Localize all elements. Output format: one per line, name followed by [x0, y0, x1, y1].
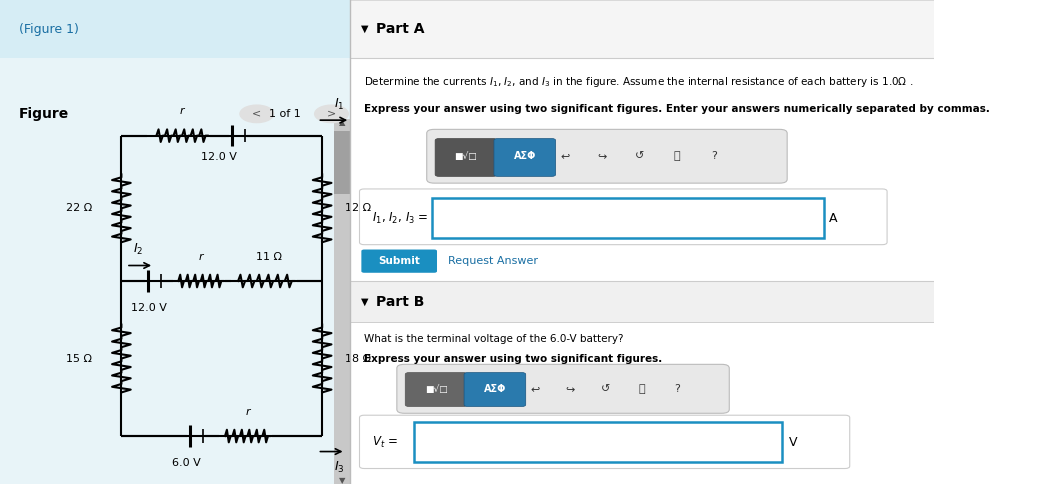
Text: (Figure 1): (Figure 1): [19, 22, 78, 35]
Text: 22 Ω: 22 Ω: [67, 203, 92, 213]
Text: A: A: [829, 211, 838, 225]
Text: 1 of 1: 1 of 1: [269, 109, 301, 119]
Text: ↩: ↩: [560, 152, 570, 161]
Text: 18 Ω: 18 Ω: [344, 353, 371, 364]
Text: ↺: ↺: [635, 152, 644, 161]
Text: Request Answer: Request Answer: [448, 256, 538, 266]
Text: 12 Ω: 12 Ω: [344, 203, 371, 213]
Text: Figure: Figure: [19, 107, 69, 121]
Circle shape: [315, 105, 348, 122]
Text: ?: ?: [674, 384, 680, 394]
FancyBboxPatch shape: [397, 364, 730, 413]
Text: ▼: ▼: [339, 476, 345, 485]
FancyBboxPatch shape: [361, 249, 437, 273]
Text: ↪: ↪: [566, 384, 575, 394]
Text: 11 Ω: 11 Ω: [256, 252, 282, 262]
Text: ?: ?: [712, 152, 717, 161]
Text: r: r: [245, 407, 250, 417]
Text: Part A: Part A: [376, 22, 425, 36]
FancyBboxPatch shape: [464, 373, 525, 406]
Text: ↩: ↩: [531, 384, 540, 394]
Text: ↪: ↪: [597, 152, 607, 161]
Text: 6.0 V: 6.0 V: [173, 458, 201, 468]
Text: 15 Ω: 15 Ω: [67, 353, 92, 364]
Text: <: <: [252, 109, 262, 119]
Text: 12.0 V: 12.0 V: [201, 153, 237, 162]
Text: Express your answer using two significant figures.: Express your answer using two significan…: [364, 354, 663, 364]
FancyBboxPatch shape: [359, 415, 849, 469]
Text: ⎕: ⎕: [674, 152, 680, 161]
FancyBboxPatch shape: [335, 131, 351, 194]
Text: AΣΦ: AΣΦ: [484, 384, 506, 394]
FancyBboxPatch shape: [0, 0, 351, 485]
FancyBboxPatch shape: [435, 139, 497, 176]
Text: $I_3$: $I_3$: [334, 460, 344, 475]
Text: What is the terminal voltage of the 6.0-V battery?: What is the terminal voltage of the 6.0-…: [364, 334, 624, 344]
Text: ▲: ▲: [339, 118, 345, 126]
Text: $I_1$, $I_2$, $I_3$ =: $I_1$, $I_2$, $I_3$ =: [372, 210, 428, 226]
Text: >: >: [327, 109, 336, 119]
Text: 12.0 V: 12.0 V: [131, 303, 167, 312]
Text: ■√□: ■√□: [454, 152, 478, 161]
FancyBboxPatch shape: [335, 119, 351, 485]
FancyBboxPatch shape: [406, 373, 467, 406]
Text: $V_t$ =: $V_t$ =: [372, 435, 397, 450]
Text: r: r: [180, 106, 184, 117]
Text: ■√□: ■√□: [425, 384, 448, 394]
FancyBboxPatch shape: [351, 0, 934, 485]
Text: Determine the currents $I_1$, $I_2$, and $I_3$ in the figure. Assume the interna: Determine the currents $I_1$, $I_2$, and…: [364, 75, 914, 89]
FancyBboxPatch shape: [0, 0, 351, 58]
Text: V: V: [789, 436, 797, 449]
FancyBboxPatch shape: [351, 281, 934, 322]
Circle shape: [240, 105, 273, 122]
Text: ▼: ▼: [361, 24, 369, 34]
FancyBboxPatch shape: [359, 189, 887, 244]
Text: ↺: ↺: [602, 384, 611, 394]
Text: ⎕: ⎕: [639, 384, 645, 394]
FancyBboxPatch shape: [427, 129, 787, 183]
Text: AΣΦ: AΣΦ: [514, 152, 536, 161]
Text: $I_2$: $I_2$: [133, 242, 143, 257]
Text: $I_1$: $I_1$: [334, 97, 344, 112]
Text: Part B: Part B: [376, 295, 425, 309]
Text: Submit: Submit: [378, 256, 420, 266]
Text: Express your answer using two significant figures. Enter your answers numericall: Express your answer using two significan…: [364, 104, 990, 114]
FancyBboxPatch shape: [351, 0, 934, 58]
FancyBboxPatch shape: [432, 198, 824, 238]
FancyBboxPatch shape: [414, 422, 782, 462]
Text: ▼: ▼: [361, 297, 369, 307]
Text: r: r: [198, 252, 203, 262]
FancyBboxPatch shape: [493, 139, 556, 176]
